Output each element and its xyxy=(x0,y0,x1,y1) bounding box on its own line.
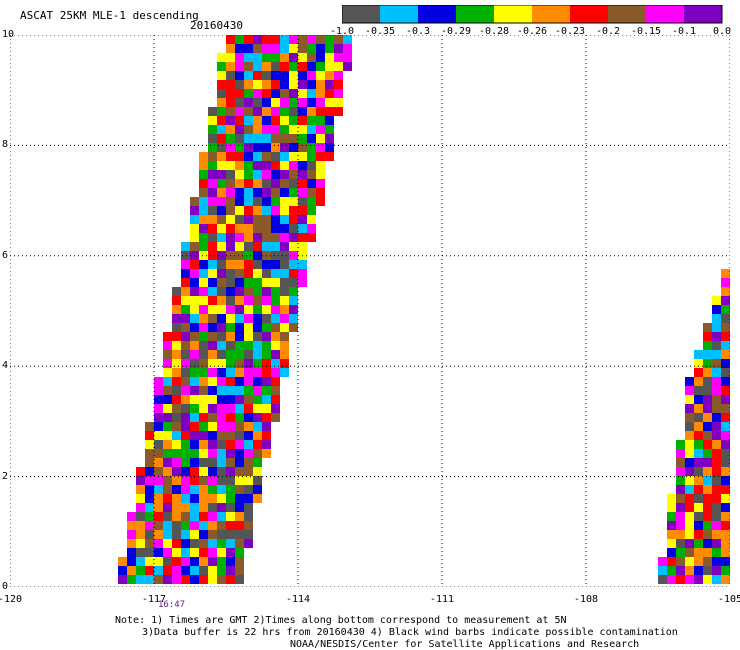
colorbar-swatch xyxy=(494,5,532,23)
pass-time-label: 16:47 xyxy=(158,600,186,610)
colorbar-swatch xyxy=(570,5,608,23)
colorbar-label: -0.28 xyxy=(478,26,510,37)
colorbar-label: -0.3 xyxy=(405,26,431,37)
colorbar xyxy=(342,5,723,24)
colorbar-label: -0.1 xyxy=(671,26,697,37)
colorbar-swatch xyxy=(646,5,684,23)
colorbar-swatch xyxy=(608,5,646,23)
colorbar-swatch xyxy=(532,5,570,23)
map-date: 20160430 xyxy=(190,19,243,32)
x-tick-label: -120 xyxy=(0,594,23,605)
x-tick-label: -111 xyxy=(429,594,455,605)
colorbar-label: -0.35 xyxy=(364,26,396,37)
y-tick-label: 8 xyxy=(2,139,9,151)
colorbar-label: -1.0 xyxy=(329,26,355,37)
colorbar-swatch xyxy=(456,5,494,23)
y-tick-label: 4 xyxy=(2,360,9,372)
colorbar-swatch xyxy=(380,5,418,23)
footer-note-2: 3)Data buffer is 22 hrs from 20160430 4)… xyxy=(142,627,678,638)
footer-note-1: Note: 1) Times are GMT 2)Times along bot… xyxy=(115,615,567,626)
colorbar-swatch xyxy=(684,5,722,23)
map-plot xyxy=(10,35,730,587)
x-tick-label: -114 xyxy=(285,594,311,605)
footer-note-3: NOAA/NESDIS/Center for Satellite Applica… xyxy=(290,639,640,650)
y-tick-label: 2 xyxy=(2,470,9,482)
x-tick-label: -117 xyxy=(141,594,167,605)
y-tick-label: 6 xyxy=(2,249,9,261)
colorbar-label: -0.26 xyxy=(516,26,548,37)
colorbar-swatch xyxy=(418,5,456,23)
y-tick-label: 0 xyxy=(2,581,9,592)
colorbar-label: -0.2 xyxy=(595,26,621,37)
colorbar-swatch xyxy=(342,5,380,23)
swath xyxy=(658,269,730,584)
y-tick-label: 10 xyxy=(2,29,15,40)
swath xyxy=(118,35,352,584)
colorbar-label: -0.29 xyxy=(440,26,472,37)
x-tick-label: -108 xyxy=(573,594,599,605)
colorbar-label: 0.0 xyxy=(712,26,732,37)
map-title: ASCAT 25KM MLE-1 descending xyxy=(20,9,199,22)
colorbar-label: -0.23 xyxy=(554,26,586,37)
x-tick-label: -105 xyxy=(717,594,740,605)
colorbar-label: -0.15 xyxy=(630,26,662,37)
